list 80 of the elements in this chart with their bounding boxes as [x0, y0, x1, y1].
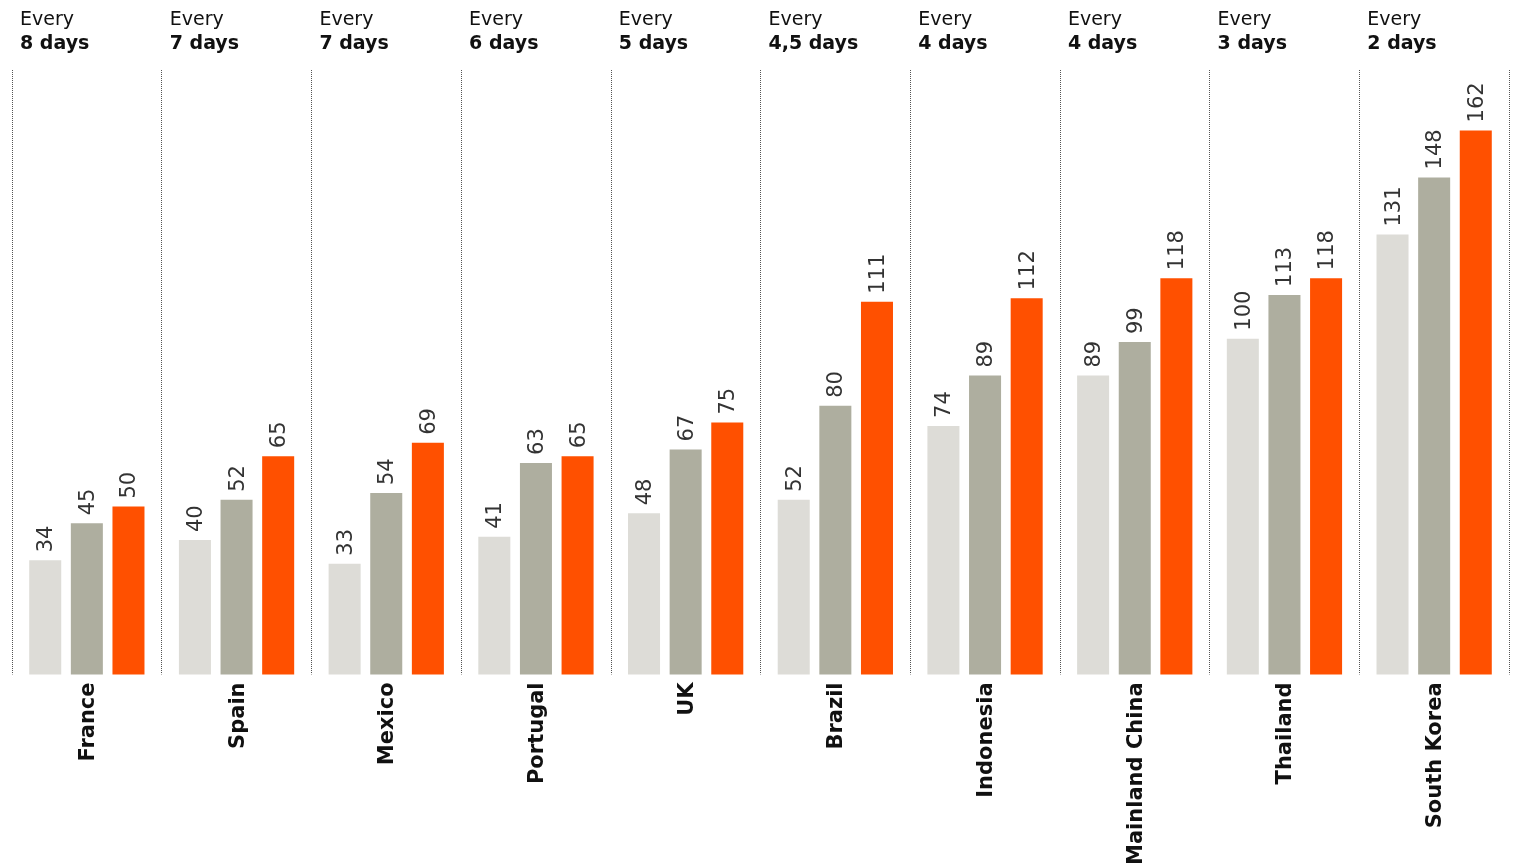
bar	[1459, 130, 1492, 675]
bar	[1418, 177, 1451, 675]
bar	[112, 506, 145, 675]
bar	[1310, 278, 1343, 675]
data-label: 148	[1422, 129, 1447, 170]
x-tick-label: Thailand	[1272, 682, 1297, 785]
data-label: 33	[332, 528, 357, 556]
text: Every 3 days	[1217, 6, 1287, 53]
bar	[1226, 338, 1259, 675]
data-label: 118	[1314, 230, 1339, 271]
bar	[1376, 234, 1409, 675]
x-tick-label: Indonesia	[973, 682, 998, 798]
text: Every 7 days	[319, 6, 389, 53]
data-label: 112	[1014, 250, 1039, 291]
bar	[220, 499, 253, 675]
text: Every 8 days	[20, 6, 90, 53]
data-label: 118	[1164, 230, 1189, 271]
bar	[519, 462, 552, 675]
bar	[178, 540, 211, 675]
data-label: 65	[266, 421, 291, 449]
x-tick-label: Brazil	[823, 682, 848, 750]
data-label: 113	[1272, 246, 1297, 287]
bar	[1268, 294, 1301, 675]
data-label: 45	[74, 488, 99, 516]
data-label: 99	[1122, 307, 1147, 334]
data-label: 111	[864, 253, 889, 294]
data-label: 54	[374, 458, 399, 486]
bar	[1160, 278, 1193, 675]
text: Every 6 days	[469, 6, 539, 53]
data-label: 50	[116, 471, 141, 499]
bar	[1077, 375, 1110, 675]
data-label: 63	[523, 428, 548, 455]
bar	[777, 499, 810, 675]
data-label: 40	[182, 505, 207, 533]
data-label: 69	[415, 408, 440, 435]
x-tick-label: South Korea	[1422, 682, 1447, 829]
bar	[70, 523, 103, 675]
bar	[29, 560, 62, 675]
bar	[328, 563, 361, 675]
bar	[669, 449, 702, 675]
data-label: 162	[1463, 82, 1488, 123]
text: Every 4 days	[918, 6, 988, 53]
bar	[478, 536, 511, 675]
bar	[711, 422, 744, 675]
bar	[262, 456, 295, 675]
data-label: 80	[823, 371, 848, 398]
x-tick-label: Portugal	[523, 682, 548, 785]
x-tick-label: Mexico	[374, 682, 399, 766]
bar	[1118, 342, 1151, 675]
text: Every 5 days	[618, 6, 689, 53]
data-label: 74	[931, 391, 956, 418]
data-label: 75	[715, 387, 740, 415]
data-label: 65	[565, 421, 590, 449]
x-tick-label: Mainland China	[1122, 682, 1147, 865]
x-tick-label: Spain	[224, 682, 249, 749]
data-label: 48	[632, 478, 657, 506]
bar	[860, 301, 893, 675]
data-label: 34	[33, 525, 58, 553]
x-tick-label: France	[74, 682, 99, 762]
text: Every 4,5 days	[768, 6, 859, 53]
bar	[628, 513, 661, 675]
bar	[561, 456, 594, 675]
data-label: 52	[224, 465, 249, 492]
data-label: 131	[1380, 186, 1405, 227]
data-label: 89	[973, 340, 998, 368]
bar	[1010, 298, 1043, 675]
data-label: 67	[673, 414, 698, 442]
bar	[370, 493, 403, 675]
data-label: 52	[781, 465, 806, 492]
bar	[927, 425, 960, 675]
text: Every 2 days	[1367, 6, 1437, 53]
bar	[819, 405, 852, 675]
x-tick-label: UK	[673, 681, 698, 716]
data-label: 41	[482, 502, 507, 529]
bar	[411, 442, 444, 675]
data-label: 100	[1230, 290, 1255, 331]
text: Every 7 days	[169, 6, 240, 53]
data-label: 89	[1081, 340, 1106, 368]
text: Every 4 days	[1067, 6, 1138, 53]
bar	[969, 375, 1002, 675]
